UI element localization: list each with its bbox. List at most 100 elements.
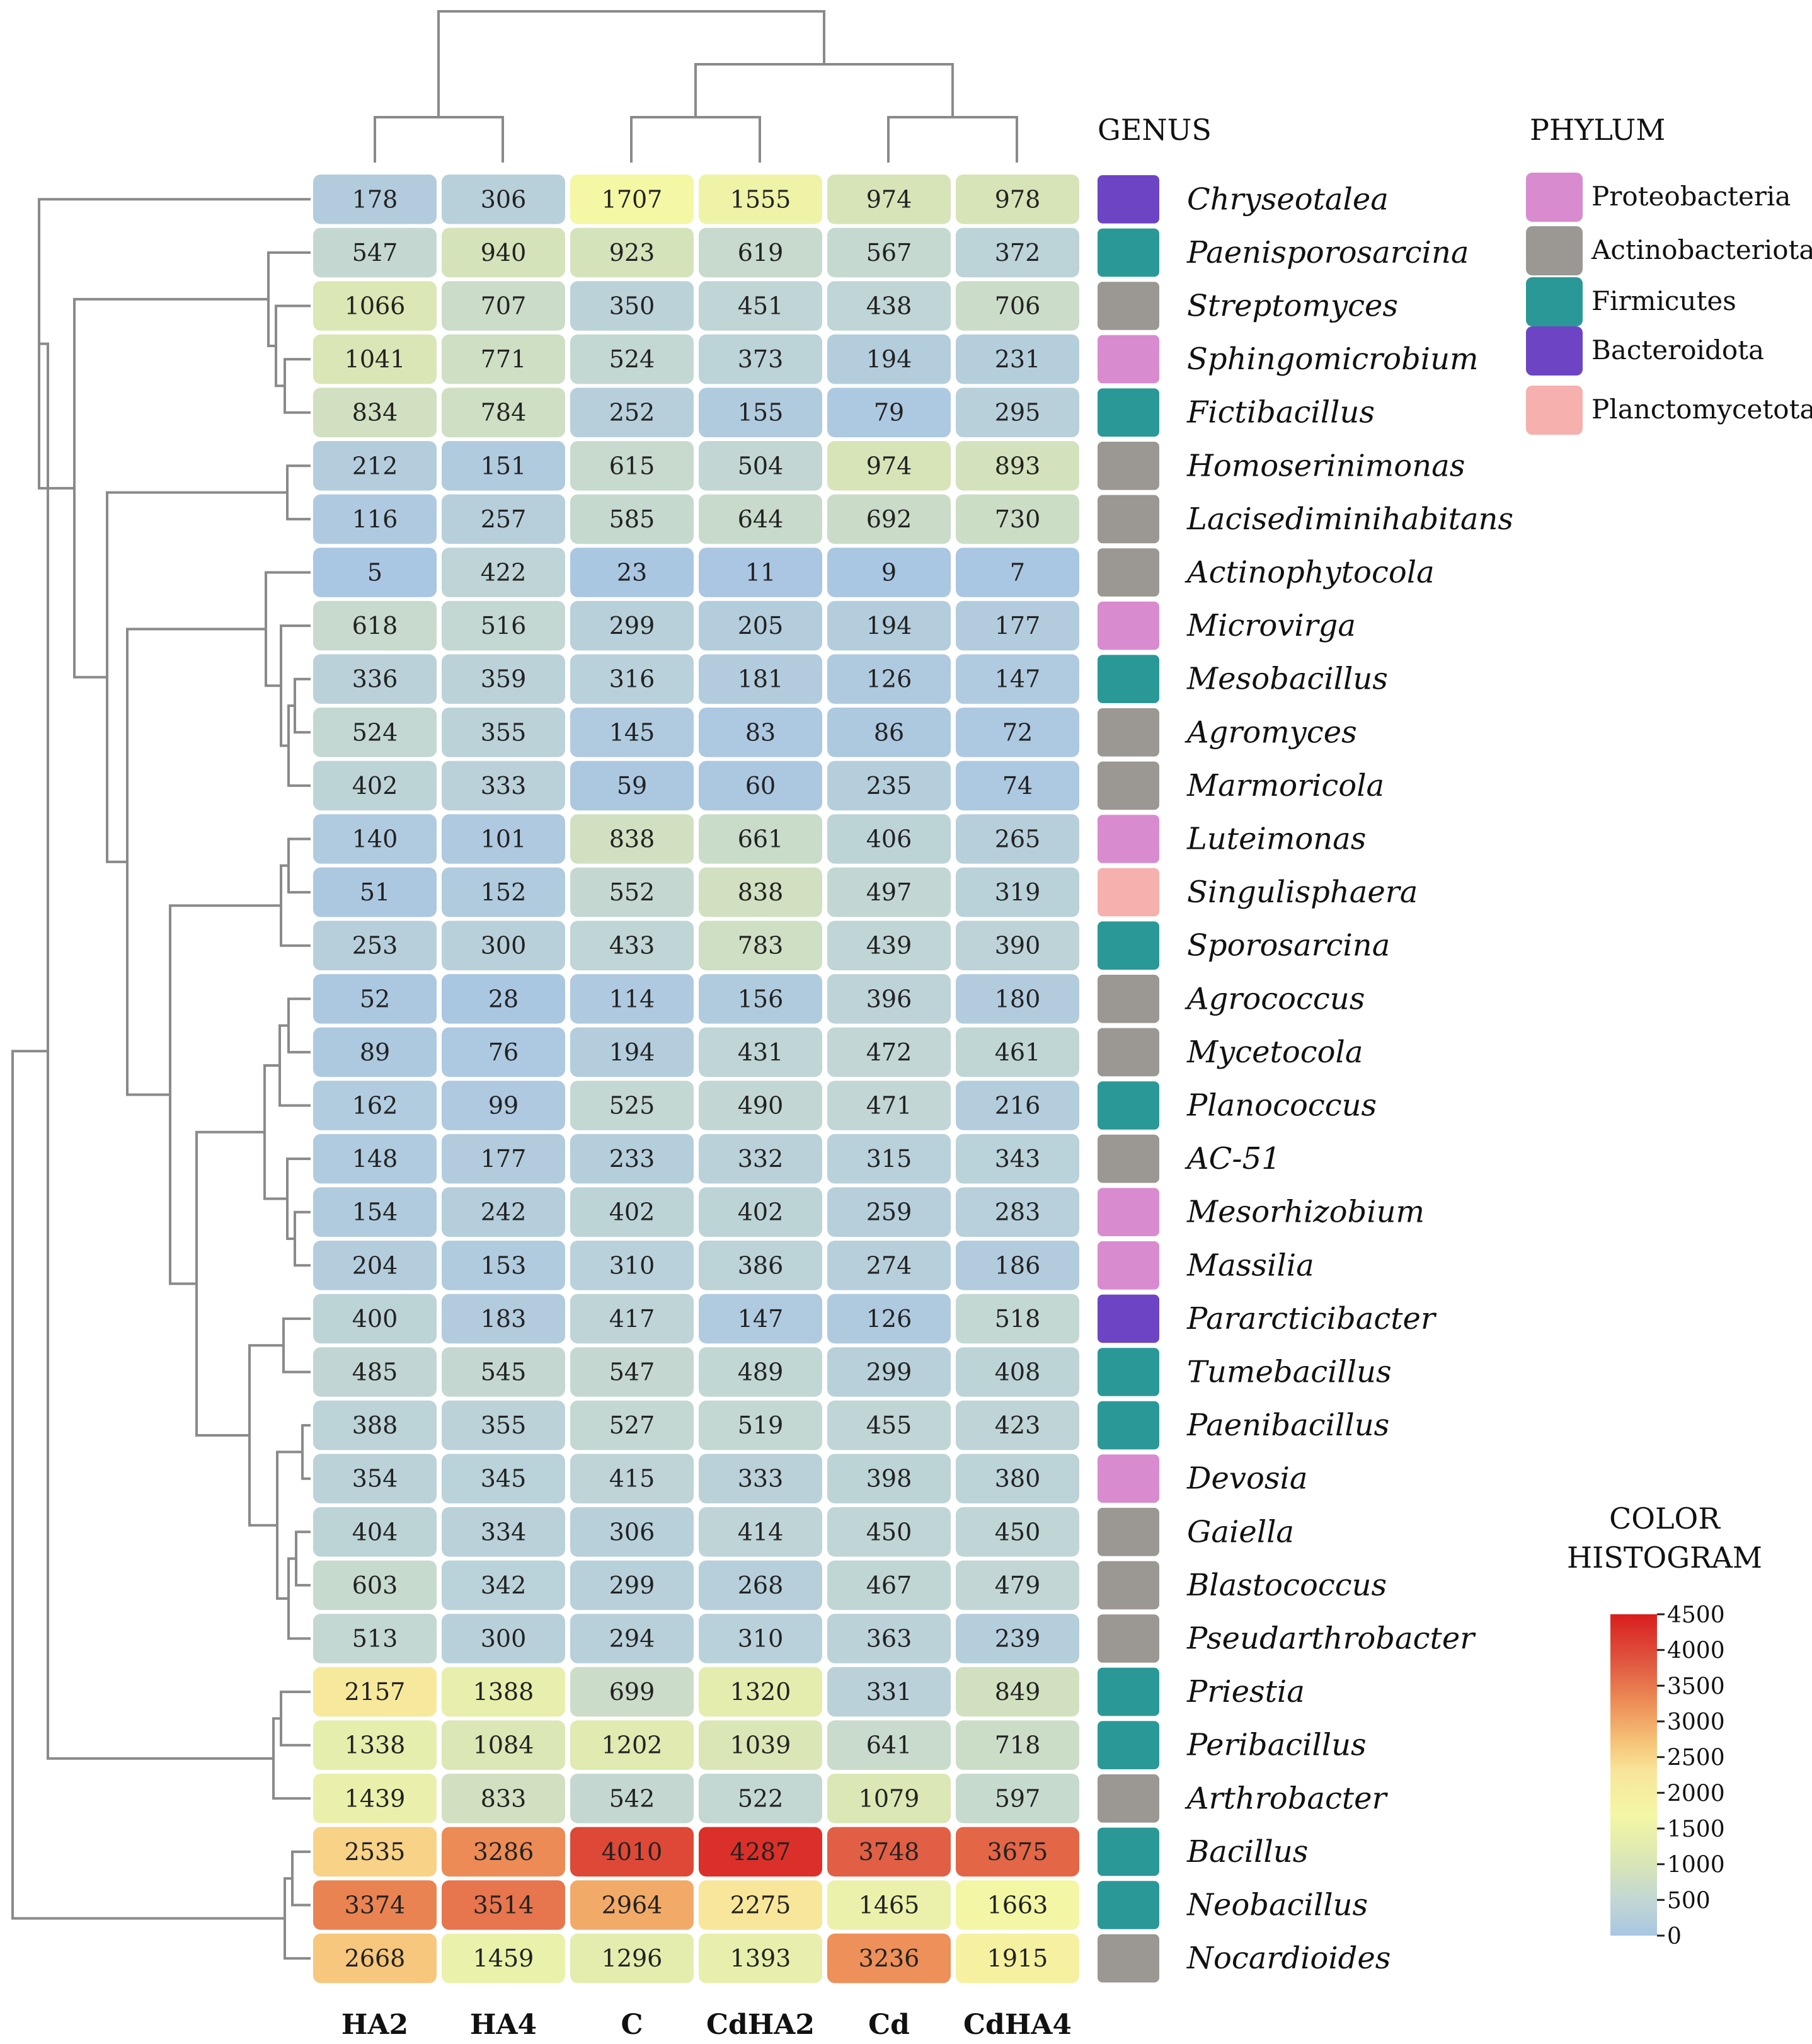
heatmap-cell [956,1400,1079,1450]
cell-value-label: 1039 [730,1731,791,1759]
heatmap-cell [570,600,694,651]
cell-value-label: 140 [352,825,398,853]
cell-value-label: 295 [995,399,1041,427]
cell-value-label: 390 [995,932,1041,960]
cell-value-label: 730 [995,505,1041,533]
heatmap-cell [442,867,565,917]
genus-label-tumebacillus: Tumebacillus [1187,1355,1392,1390]
heatmap-cell [313,334,437,384]
heatmap-cell [313,1614,437,1663]
cell-value-label: 706 [995,292,1041,320]
colorbar-tick-label: 3000 [1667,1709,1725,1735]
cell-value-label: 1066 [345,292,406,320]
heatmap-cell [442,1454,565,1503]
cell-value-label: 518 [995,1305,1041,1333]
heatmap-cell [442,1241,565,1290]
cell-value-label: 151 [481,452,527,479]
cell-value-label: 300 [481,1625,527,1653]
cell-value-label: 978 [995,185,1041,213]
heatmap-cell [313,814,437,864]
cell-value-label: 299 [609,612,655,640]
heatmap-cell [956,1933,1079,1984]
cell-value-label: 479 [995,1571,1041,1599]
row-dendro-node [286,464,311,520]
phylum-box-proteobacteria [1098,815,1159,863]
cell-value-label: 707 [481,292,527,320]
cell-value-label: 59 [617,772,647,800]
heatmap-cell [827,1667,951,1717]
cell-value-label: 542 [609,1784,655,1812]
cell-value-label: 333 [481,772,527,800]
cell-value-label: 408 [995,1358,1041,1386]
row-dendro-node [287,837,311,894]
phylum-box-bacteroidota [1098,175,1159,224]
cell-value-label: 147 [995,665,1041,693]
genus-label-mesobacillus: Mesobacillus [1186,662,1388,697]
phylum-color-boxes [1098,175,1159,1983]
phylum-box-bacteroidota [1098,1294,1159,1343]
heatmap-cell [442,761,565,811]
phylum-legend-label-actinobacteriota: Actinobacteriota [1591,234,1812,265]
heatmap-cell [827,1560,951,1611]
heatmap-cell [699,548,822,597]
heatmap-cell [956,1667,1079,1717]
heatmap-cell [956,1880,1079,1930]
heatmap-cell [956,1187,1079,1237]
heatmap-cell [570,1827,694,1877]
cell-value-label: 567 [866,239,912,267]
heatmap-cell [956,227,1079,278]
heatmap-cell [827,761,951,811]
cell-value-label: 547 [352,239,398,267]
heatmap-cell [699,388,822,437]
cell-value-label: 331 [866,1678,912,1706]
cell-value-label: 183 [481,1305,527,1333]
heatmap-cell [313,1187,437,1237]
cell-value-label: 162 [352,1092,398,1120]
cell-value-label: 497 [866,878,912,906]
genus-label-paenisporosarcina: Paenisporosarcina [1186,235,1469,270]
heatmap-cell [570,281,694,331]
cell-value-label: 974 [866,185,912,213]
heatmap-cell [313,708,437,757]
cell-value-label: 417 [609,1305,655,1333]
heatmap-cell [313,441,437,491]
heatmap-cell [956,1134,1079,1184]
row-dendro-node [291,1850,311,1907]
heatmap-cell [570,1294,694,1344]
cell-value-label: 1084 [473,1731,534,1759]
heatmap-cell [570,1187,694,1237]
genus-label-sphingomicrobium: Sphingomicrobium [1187,342,1479,377]
row-dendro-node [275,304,311,388]
heatmap-cell [956,1347,1079,1397]
cell-value-label: 83 [745,718,776,746]
heatmap-cell [956,921,1079,970]
heatmap-cell [956,1827,1079,1877]
phylum-box-actinobacteriota [1098,1561,1159,1610]
heatmap-cell [827,1720,951,1770]
heatmap-cell [313,867,437,917]
cell-value-label: 177 [481,1145,527,1173]
heatmap-cell [442,600,565,651]
heatmap-cell [699,1507,822,1557]
cell-value-label: 239 [995,1625,1041,1653]
heatmap-cell [442,1187,565,1237]
colorbar-title-line1: COLOR [1609,1501,1721,1536]
row-dendro-node [265,571,311,687]
genus-header: GENUS [1098,113,1212,147]
cell-value-label: 319 [995,878,1041,906]
row-dendro-node [106,491,287,863]
column-dendrogram [374,10,1018,163]
cell-value-label: 718 [995,1731,1041,1759]
heatmap-cell [956,600,1079,651]
row-dendro-node [278,1024,311,1107]
cell-value-label: 72 [1002,718,1033,746]
cell-value-label: 402 [352,772,398,800]
heatmap-cell [570,175,694,224]
cell-value-label: 547 [609,1358,655,1386]
heatmap-cell [570,1933,694,1984]
heatmap-cell [956,814,1079,864]
cell-value-label: 9 [881,559,897,587]
cell-value-label: 1459 [473,1944,534,1972]
heatmap-cell [956,175,1079,224]
heatmap-cell [827,494,951,544]
